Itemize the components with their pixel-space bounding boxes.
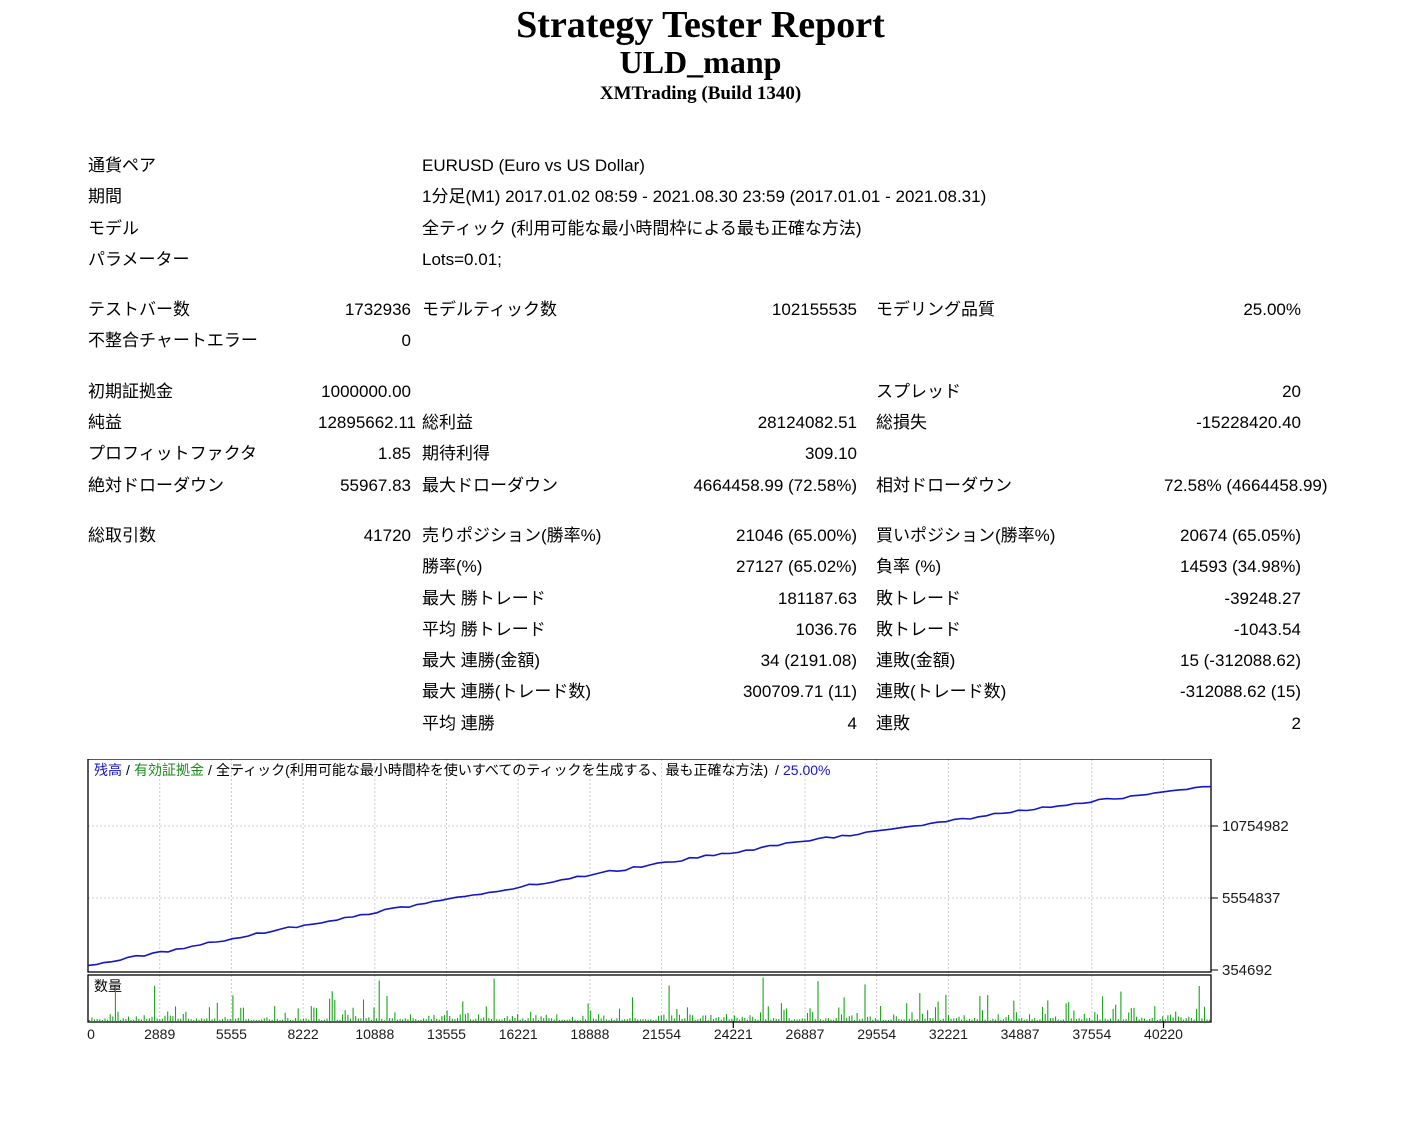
svg-text:/: /: [208, 762, 212, 778]
svg-text:0: 0: [87, 1026, 95, 1039]
svg-text:10888: 10888: [355, 1026, 394, 1039]
svg-text:残高: 残高: [94, 762, 122, 778]
svg-text:13555: 13555: [427, 1026, 466, 1039]
svg-text:40220: 40220: [1144, 1026, 1183, 1039]
svg-text:/: /: [775, 762, 779, 778]
svg-text:5555: 5555: [216, 1026, 247, 1039]
svg-text:354692: 354692: [1222, 962, 1272, 979]
svg-text:数量: 数量: [94, 978, 122, 994]
svg-text:37554: 37554: [1072, 1026, 1111, 1039]
svg-text:有効証拠金: 有効証拠金: [134, 762, 204, 778]
svg-text:25.00%: 25.00%: [783, 762, 830, 778]
svg-text:2889: 2889: [144, 1026, 175, 1039]
svg-text:21554: 21554: [642, 1026, 681, 1039]
svg-text:26887: 26887: [786, 1026, 825, 1039]
svg-text:全ティック(利用可能な最小時間枠を使いすべてのティックを生成: 全ティック(利用可能な最小時間枠を使いすべてのティックを生成する、最も正確な方法…: [216, 762, 768, 778]
svg-text:8222: 8222: [288, 1026, 319, 1039]
svg-text:32221: 32221: [929, 1026, 968, 1039]
svg-text:24221: 24221: [714, 1026, 753, 1039]
svg-text:5554837: 5554837: [1222, 890, 1280, 907]
svg-text:29554: 29554: [857, 1026, 896, 1039]
svg-text:16221: 16221: [499, 1026, 538, 1039]
svg-text:18888: 18888: [570, 1026, 609, 1039]
svg-text:10754982: 10754982: [1222, 818, 1289, 835]
svg-text:34887: 34887: [1001, 1026, 1040, 1039]
svg-text:/: /: [126, 762, 130, 778]
